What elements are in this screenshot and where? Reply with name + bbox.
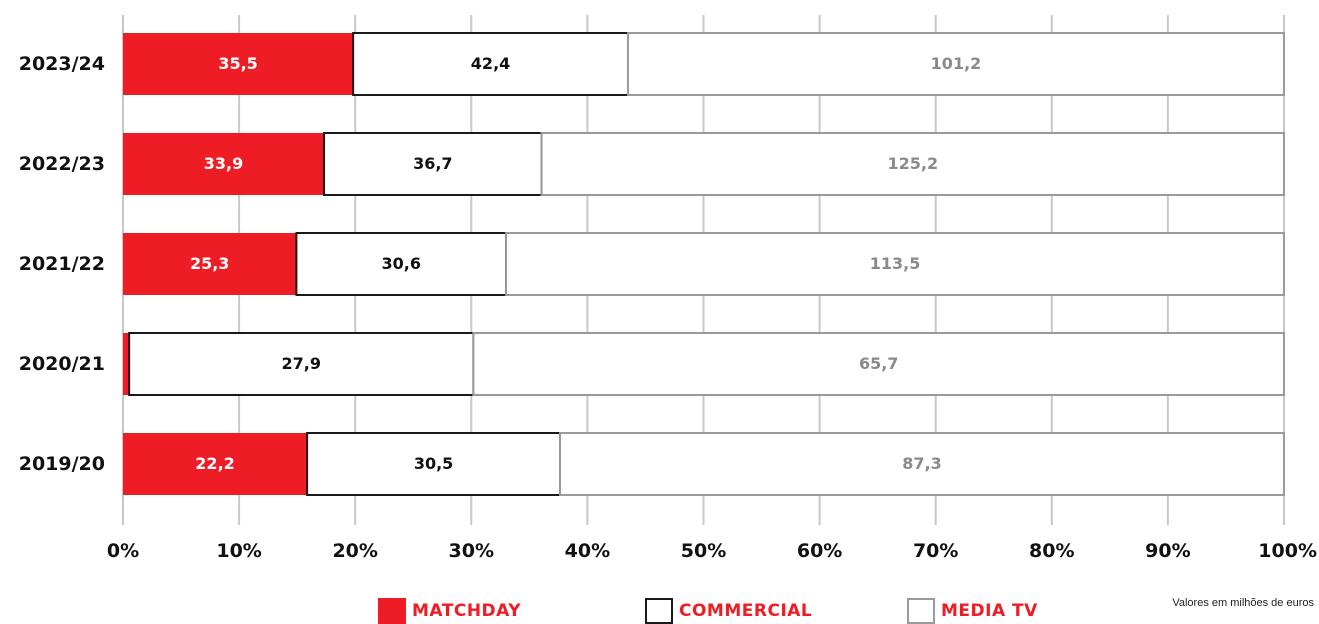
data-label: 113,5 [870, 254, 921, 273]
stacked-bar-chart: 2023/24 35,5 42,4 101,2 2022/23 33,9 36,7 125,2… [19, 15, 1317, 562]
data-label: 35,5 [218, 54, 257, 73]
x-tick-label: 60% [797, 540, 842, 562]
bar-segment-matchday [123, 233, 297, 295]
data-label: 27,9 [282, 354, 321, 373]
units-note: Valores em milhões de euros [1172, 597, 1314, 609]
data-label: 42,4 [471, 54, 510, 73]
bar-segment-commercial [128, 332, 475, 396]
bar-segment-media-tv [540, 132, 1285, 196]
legend-swatch-media-tv [907, 598, 935, 624]
x-tick-label: 90% [1145, 540, 1190, 562]
x-tick-label: 40% [565, 540, 610, 562]
x-tick-label: 0% [107, 540, 139, 562]
data-label: 25,3 [190, 254, 229, 273]
data-label: 30,5 [414, 454, 453, 473]
x-tick-label: 80% [1029, 540, 1074, 562]
category-label: 2020/21 [19, 353, 105, 375]
data-label: 87,3 [902, 454, 941, 473]
bar-segment-media-tv [505, 232, 1286, 296]
data-label: 101,2 [931, 54, 982, 73]
legend-item-commercial: COMMERCIAL [645, 598, 812, 624]
data-label: 33,9 [204, 154, 243, 173]
x-tick-label: 50% [681, 540, 726, 562]
bar-segment-matchday [123, 33, 354, 95]
legend-item-media-tv: MEDIA TV [907, 598, 1038, 624]
bar-segment-matchday [123, 133, 325, 195]
bar-segment-commercial [323, 132, 543, 196]
category-label: 2021/22 [19, 253, 105, 275]
category-label: 2022/23 [19, 153, 105, 175]
legend-swatch-commercial [645, 598, 673, 624]
category-label: 2023/24 [19, 53, 105, 75]
legend-label-commercial: COMMERCIAL [679, 601, 813, 621]
x-tick-label: 20% [332, 540, 377, 562]
x-tick-label: 30% [449, 540, 494, 562]
x-tick-label: 70% [913, 540, 958, 562]
bar-segment-matchday [123, 333, 130, 395]
x-tick-label: 100% [1258, 540, 1317, 562]
x-tick-label: 10% [216, 540, 261, 562]
bar-segment-media-tv [626, 32, 1285, 96]
legend-item-matchday: MATCHDAY [378, 598, 521, 624]
data-label: 36,7 [413, 154, 452, 173]
bar-segment-media-tv [472, 332, 1285, 396]
data-label: 65,7 [859, 354, 898, 373]
data-label: 125,2 [888, 154, 939, 173]
legend-label-matchday: MATCHDAY [412, 601, 522, 621]
legend-label-media-tv: MEDIA TV [941, 601, 1038, 621]
data-label: 22,2 [195, 454, 234, 473]
category-label: 2019/20 [19, 453, 105, 475]
bar-segment-matchday [123, 433, 308, 495]
bar-segment-media-tv [559, 432, 1285, 496]
legend-swatch-matchday [378, 598, 406, 624]
data-label: 30,6 [382, 254, 421, 273]
